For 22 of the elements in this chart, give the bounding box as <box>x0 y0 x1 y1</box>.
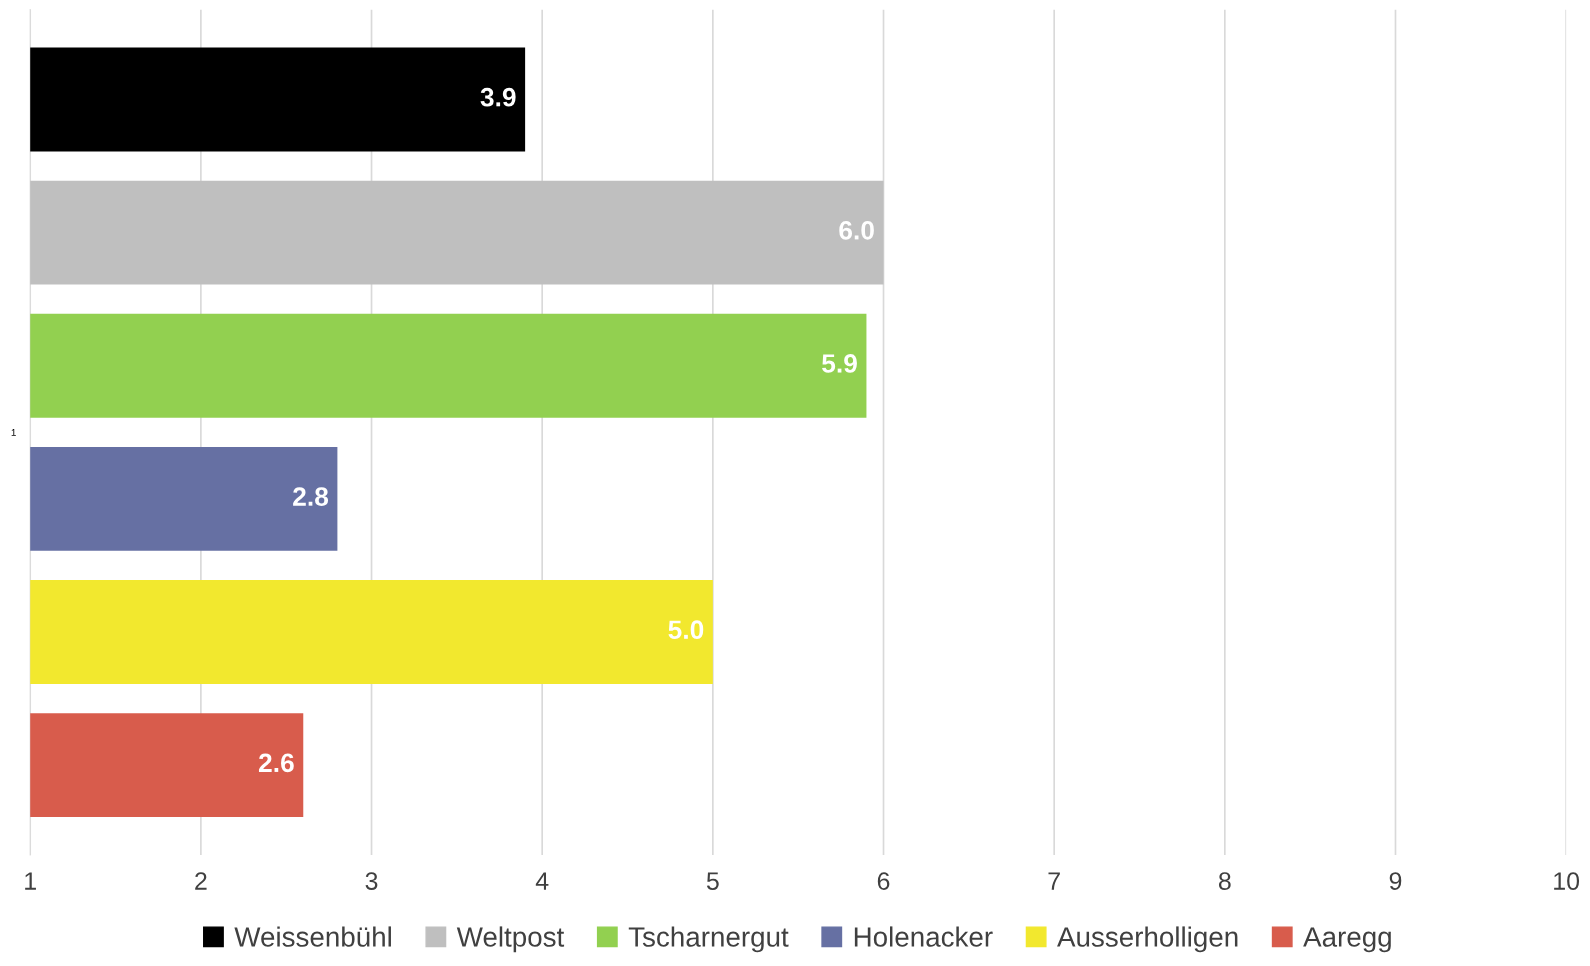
data-label: 6.0 <box>839 220 874 240</box>
legend-label: Aaregg <box>1303 927 1391 953</box>
x-tick-label: 3 <box>365 872 378 890</box>
x-tick-label: 10 <box>1554 872 1580 890</box>
x-tick-label: 7 <box>1048 872 1060 890</box>
data-label: 2.6 <box>258 753 294 773</box>
x-tick-label: 8 <box>1218 872 1231 890</box>
legend-label: Ausserholligen <box>1057 926 1238 953</box>
x-tick-label: 9 <box>1389 872 1402 890</box>
legend-label: Holenacker <box>854 926 993 947</box>
data-label: 2.8 <box>293 487 329 506</box>
x-tick-label: 4 <box>535 872 549 890</box>
legend-label: Weissenbühl <box>234 926 391 947</box>
data-label: 5.0 <box>668 620 704 640</box>
x-tick-label: 5 <box>706 872 719 890</box>
legend-label: Weltpost <box>456 926 565 953</box>
legend-label: Tscharnergut <box>628 926 789 953</box>
x-tick-label: 1 <box>25 872 36 890</box>
data-label: 3.9 <box>480 87 516 107</box>
x-tick-label: 2 <box>195 872 207 890</box>
x-tick-label: 6 <box>877 872 890 890</box>
data-label: 5.9 <box>822 354 857 373</box>
